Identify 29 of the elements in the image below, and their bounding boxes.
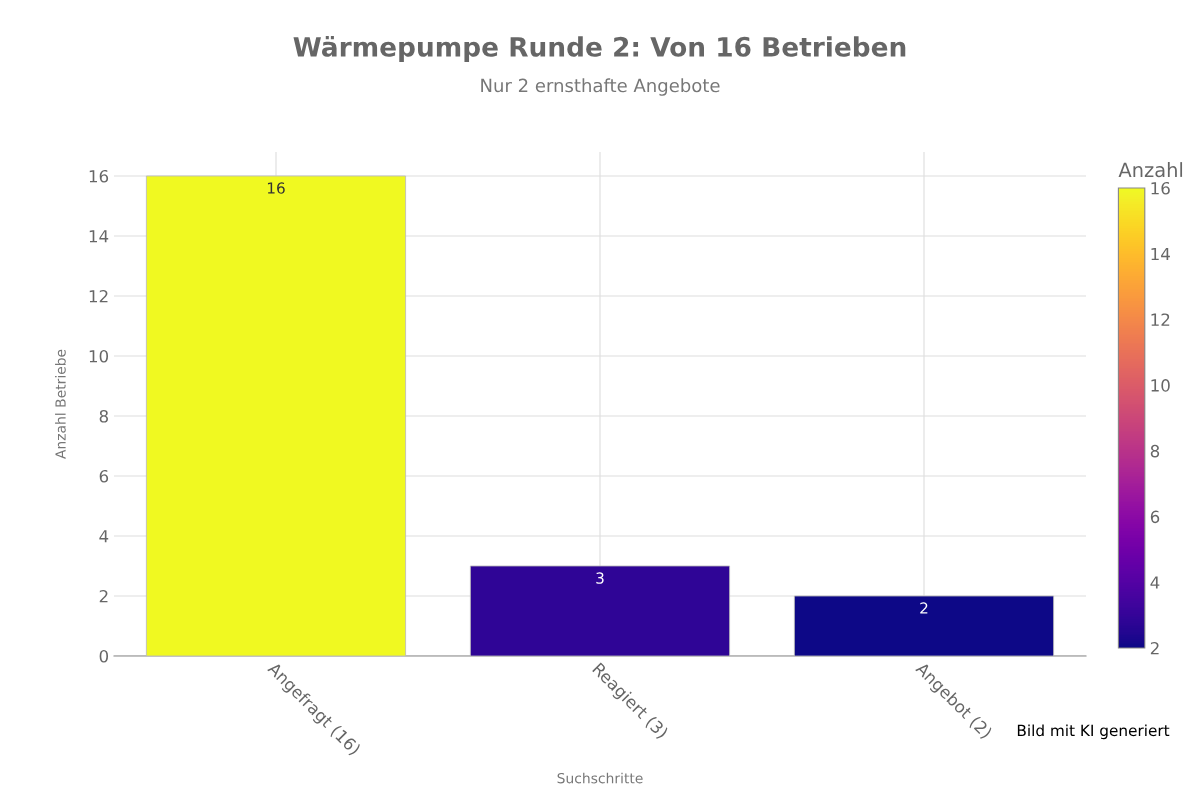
y-tick-label: 6 <box>99 469 109 483</box>
y-axis-title: Anzahl Betriebe <box>55 349 66 459</box>
bar <box>793 595 1055 656</box>
data-label: 3 <box>596 572 604 584</box>
chart-subtitle: Nur 2 ernsthafte Angebote <box>481 78 720 96</box>
y-tick-label: 8 <box>99 409 108 423</box>
x-axis-title: Suchschritte <box>557 772 643 784</box>
y-tick-label: 0 <box>99 649 109 663</box>
y-tick-label: 14 <box>89 230 109 243</box>
color-bar-label: 2 <box>1150 641 1159 655</box>
bar <box>145 175 407 656</box>
color-bar-label: 8 <box>1150 444 1160 458</box>
data-label: 16 <box>267 182 285 194</box>
y-tick-label: 10 <box>89 349 109 363</box>
color-bar-label: 4 <box>1150 576 1160 589</box>
bar <box>469 565 731 656</box>
color-bar-label: 14 <box>1151 247 1170 261</box>
y-tick-label: 16 <box>89 169 109 183</box>
text: Bild mit KI generiert <box>1017 724 1170 740</box>
y-tick-label: 2 <box>99 589 108 603</box>
color-bar-label: 16 <box>1151 181 1170 195</box>
color-bar-label: 12 <box>1151 313 1170 326</box>
y-tick-label: 12 <box>89 289 108 303</box>
color-bar-title: Anzahl <box>1118 162 1183 178</box>
chart-title: Wärmepumpe Runde 2: Von 16 Betrieben <box>293 36 906 62</box>
data-label: 2 <box>920 602 928 614</box>
y-tick-label: 4 <box>99 530 109 543</box>
color-bar-label: 6 <box>1150 510 1160 524</box>
color-bar-label: 10 <box>1151 379 1170 392</box>
